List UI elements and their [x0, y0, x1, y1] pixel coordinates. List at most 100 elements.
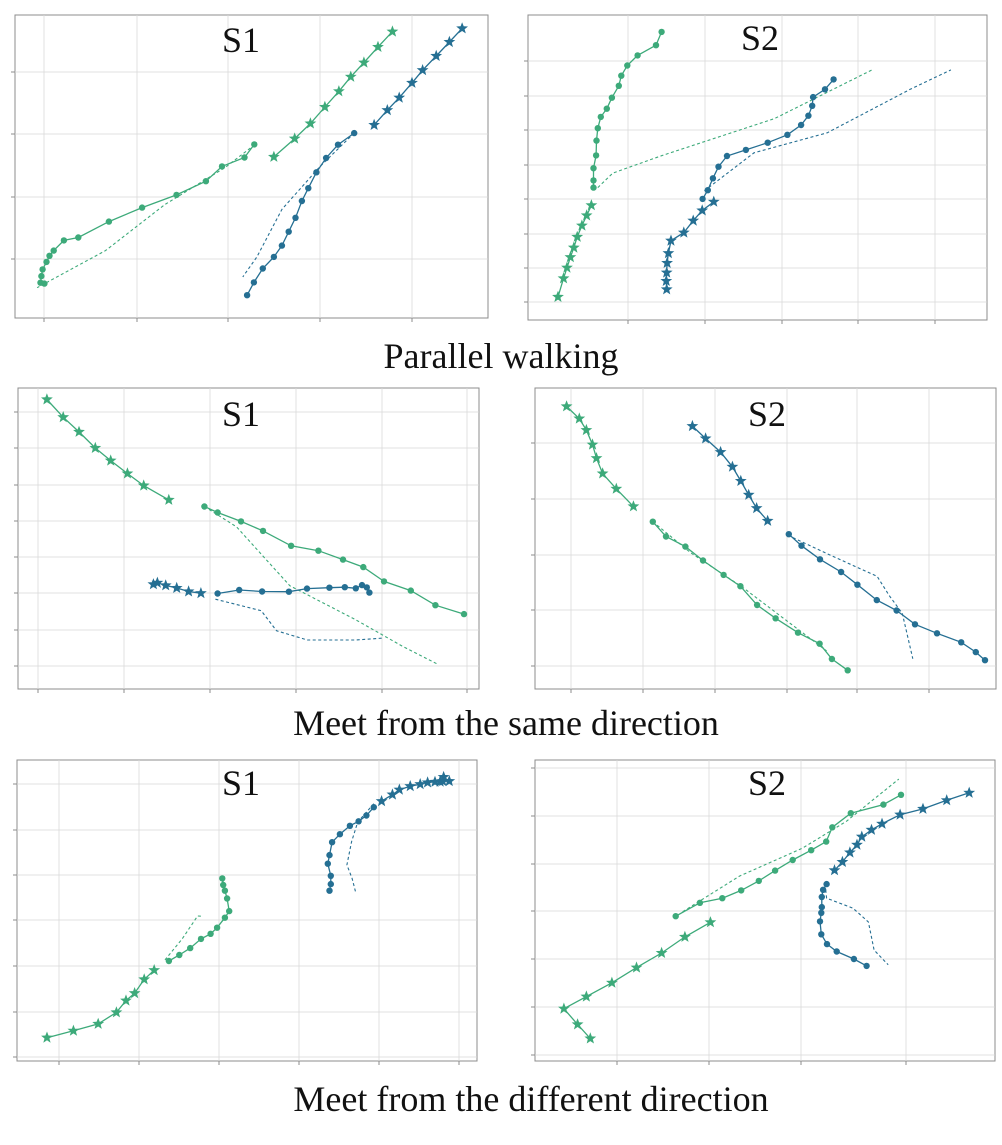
- history-star-marker: [151, 576, 164, 588]
- future-point-marker: [303, 585, 311, 592]
- future-point-marker: [315, 547, 322, 554]
- history-star-marker: [162, 493, 175, 505]
- history-star-marker: [686, 419, 699, 432]
- history-star-marker: [73, 425, 85, 437]
- panel-same-s1: [14, 387, 480, 693]
- future-point-marker: [854, 581, 861, 588]
- panel-same-s2: [531, 387, 997, 693]
- blue-history-series: [686, 419, 774, 526]
- history-star-marker: [707, 195, 720, 207]
- future-point-marker: [603, 105, 610, 112]
- green-future-series: [201, 503, 468, 618]
- history-star-marker: [304, 117, 317, 129]
- future-point-marker: [60, 237, 68, 244]
- future-point-marker: [809, 102, 816, 110]
- blue-future-series: [699, 76, 837, 203]
- prediction-line: [215, 598, 385, 641]
- history-star-marker: [851, 838, 863, 850]
- future-point-marker: [285, 228, 292, 235]
- future-point-marker: [270, 253, 278, 261]
- history-star-marker: [372, 40, 384, 52]
- history-star-marker: [128, 987, 141, 999]
- future-point-marker: [351, 129, 358, 137]
- future-point-marker: [847, 810, 854, 817]
- future-point-marker: [590, 184, 597, 191]
- future-point-marker: [662, 533, 670, 540]
- future-point-marker: [672, 913, 679, 920]
- future-point-marker: [370, 804, 377, 811]
- future-point-marker: [818, 931, 825, 938]
- future-point-marker: [218, 163, 226, 170]
- future-point-marker: [624, 62, 631, 69]
- future-point-marker: [863, 962, 870, 970]
- future-point-marker: [933, 630, 941, 637]
- future-point-marker: [823, 940, 831, 948]
- prediction-line: [346, 803, 375, 894]
- green-future-series: [165, 875, 233, 965]
- history-star-marker: [585, 199, 598, 211]
- history-star-marker: [696, 204, 709, 216]
- future-point-marker: [237, 518, 245, 525]
- blue-future-series: [816, 880, 870, 970]
- future-point-marker: [808, 847, 815, 854]
- trajectory-line: [652, 521, 849, 671]
- history-star-marker: [170, 581, 183, 593]
- green-prediction-series: [204, 506, 439, 665]
- future-point-marker: [738, 887, 745, 894]
- history-star-marker: [557, 272, 570, 284]
- history-star-marker: [660, 266, 673, 278]
- history-star-marker: [333, 85, 345, 97]
- future-point-marker: [214, 590, 221, 597]
- future-point-marker: [259, 265, 266, 272]
- trajectory-line: [204, 505, 465, 615]
- future-point-marker: [236, 586, 243, 594]
- panel-parallel-s2: [524, 14, 988, 324]
- history-star-marker: [662, 247, 675, 259]
- future-point-marker: [292, 214, 299, 221]
- history-star-marker: [606, 976, 618, 988]
- future-point-marker: [785, 531, 792, 538]
- future-point-marker: [363, 812, 370, 819]
- future-point-marker: [322, 154, 330, 162]
- history-star-marker: [558, 1002, 570, 1014]
- blue-prediction-series: [242, 132, 355, 278]
- future-point-marker: [821, 86, 829, 93]
- history-star-marker: [429, 775, 441, 787]
- future-point-marker: [818, 893, 825, 901]
- history-star-marker: [443, 774, 456, 787]
- future-point-marker: [380, 578, 388, 585]
- history-star-marker: [894, 808, 906, 820]
- future-point-marker: [823, 838, 830, 845]
- plot-frame: [17, 387, 480, 690]
- future-point-marker: [241, 154, 248, 161]
- green-prediction-series: [682, 778, 900, 913]
- history-star-marker: [437, 770, 450, 783]
- prediction-line: [242, 132, 355, 278]
- future-point-marker: [298, 197, 306, 205]
- prediction-line: [787, 534, 914, 659]
- future-point-marker: [287, 542, 295, 549]
- history-star-marker: [687, 214, 700, 226]
- history-star-marker: [381, 104, 394, 116]
- axis-ticks: [11, 71, 413, 322]
- panel-parallel-s1: [11, 14, 489, 322]
- future-point-marker: [649, 518, 656, 525]
- history-star-marker: [393, 783, 406, 795]
- history-star-marker: [917, 802, 929, 814]
- history-star-marker: [344, 70, 357, 82]
- future-point-marker: [173, 191, 180, 199]
- future-point-marker: [334, 141, 342, 148]
- future-point-marker: [880, 801, 887, 808]
- future-point-marker: [723, 152, 731, 160]
- green-history-series: [552, 199, 598, 302]
- green-prediction-series: [164, 915, 202, 961]
- future-point-marker: [618, 72, 625, 79]
- blue-history-series: [368, 22, 468, 130]
- row-same-direction: [14, 387, 997, 693]
- history-star-marker: [41, 1031, 53, 1043]
- blue-future-series: [324, 804, 377, 894]
- history-star-marker: [571, 1018, 584, 1030]
- future-point-marker: [784, 131, 791, 138]
- future-point-marker: [720, 571, 727, 579]
- panel-title: S1: [222, 394, 260, 434]
